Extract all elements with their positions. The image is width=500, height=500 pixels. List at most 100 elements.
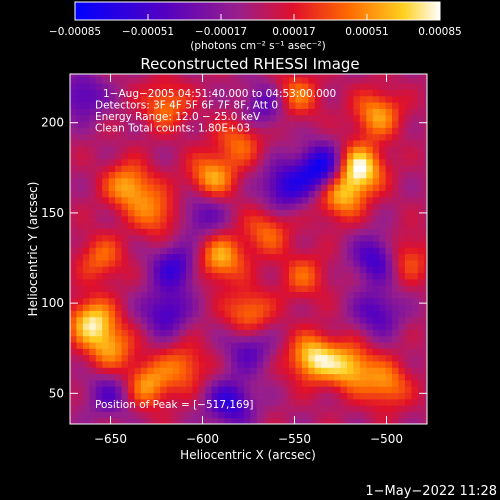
heatmap-cell — [256, 304, 264, 311]
heatmap-cell — [224, 234, 232, 242]
heatmap-cell — [327, 146, 335, 154]
heatmap-cell — [185, 209, 193, 217]
heatmap-cell — [308, 272, 316, 280]
heatmap-cell — [385, 89, 393, 97]
heatmap-cell — [321, 405, 329, 412]
heatmap-cell — [340, 259, 348, 267]
heatmap-cell — [192, 329, 200, 337]
heatmap-cell — [134, 278, 142, 286]
heatmap-cell — [295, 202, 303, 210]
heatmap-cell — [243, 74, 251, 78]
heatmap-cell — [379, 367, 387, 375]
heatmap-cell — [269, 272, 277, 280]
heatmap-cell — [243, 101, 251, 109]
heatmap-cell — [231, 89, 239, 97]
heatmap-cell — [411, 171, 419, 179]
heatmap-cell — [147, 392, 155, 400]
heatmap-cell — [404, 259, 412, 267]
heatmap-cell — [366, 101, 374, 109]
heatmap-cell — [424, 386, 427, 394]
heatmap-cell — [179, 367, 187, 375]
heatmap-cell — [334, 304, 342, 311]
heatmap-cell — [205, 221, 213, 229]
heatmap-cell — [140, 171, 148, 179]
heatmap-cell — [192, 398, 200, 406]
heatmap-cell — [127, 272, 136, 280]
heatmap-cell — [237, 209, 245, 217]
heatmap-cell — [398, 360, 406, 368]
heatmap-cell — [134, 348, 142, 356]
heatmap-cell — [276, 108, 284, 116]
heatmap-cell — [185, 202, 193, 210]
heatmap-cell — [115, 285, 123, 292]
heatmap-cell — [205, 101, 213, 109]
heatmap-cell — [89, 386, 97, 394]
heatmap-cell — [198, 120, 206, 128]
heatmap-cell — [385, 221, 393, 229]
heatmap-cell — [121, 386, 129, 394]
heatmap-cell — [295, 266, 303, 274]
heatmap-cell — [237, 278, 245, 286]
heatmap-cell — [115, 146, 123, 154]
heatmap-cell — [263, 335, 271, 343]
heatmap-cell — [269, 348, 277, 356]
heatmap-cell — [276, 74, 284, 78]
heatmap-cell — [353, 360, 361, 368]
heatmap-cell — [321, 278, 329, 286]
heatmap-cell — [256, 89, 264, 97]
heatmap-cell — [166, 329, 174, 337]
heatmap-cell — [301, 304, 309, 311]
heatmap-cell — [288, 247, 297, 255]
heatmap-cell — [82, 392, 90, 400]
heatmap-cell — [224, 158, 232, 166]
heatmap-cell — [424, 114, 427, 122]
heatmap-cell — [269, 202, 277, 210]
heatmap-cell — [256, 196, 264, 204]
heatmap-cell — [205, 297, 213, 305]
heatmap-cell — [134, 379, 142, 387]
heatmap-cell — [147, 266, 155, 274]
heatmap-cell — [398, 177, 406, 185]
heatmap-cell — [269, 285, 277, 292]
heatmap-cell — [153, 209, 161, 217]
heatmap-cell — [205, 196, 213, 204]
heatmap-cell — [179, 114, 187, 122]
heatmap-cell — [231, 297, 239, 305]
heatmap-cell — [140, 202, 148, 210]
heatmap-cell — [224, 405, 232, 412]
heatmap-cell — [237, 253, 245, 261]
heatmap-cell — [346, 266, 354, 274]
heatmap-cell — [276, 386, 284, 394]
heatmap-cell — [314, 335, 322, 343]
heatmap-cell — [76, 190, 84, 198]
heatmap-cell — [153, 348, 161, 356]
heatmap-cell — [346, 127, 354, 135]
heatmap-cell — [256, 348, 264, 356]
heatmap-cell — [192, 386, 200, 394]
heatmap-cell — [340, 158, 348, 166]
heatmap-cell — [231, 209, 239, 217]
heatmap-cell — [276, 190, 284, 198]
heatmap-cell — [314, 209, 322, 217]
heatmap-cell — [392, 316, 400, 324]
heatmap-cell — [308, 83, 316, 90]
heatmap-cell — [288, 158, 297, 166]
heatmap-cell — [417, 386, 425, 394]
heatmap-cell — [243, 386, 251, 394]
heatmap-cell — [185, 127, 193, 135]
heatmap-cell — [147, 411, 155, 419]
heatmap-cell — [185, 196, 193, 204]
heatmap-cell — [243, 215, 251, 223]
heatmap-cell — [192, 392, 200, 400]
heatmap-cell — [218, 259, 226, 267]
heatmap-cell — [89, 417, 97, 424]
heatmap-cell — [288, 127, 297, 135]
heatmap-cell — [95, 146, 103, 154]
heatmap-cell — [250, 158, 258, 166]
heatmap-cell — [89, 392, 97, 400]
heatmap-cell — [263, 405, 271, 412]
heatmap-cell — [243, 240, 251, 248]
heatmap-cell — [166, 234, 174, 242]
heatmap-cell — [353, 341, 361, 349]
heatmap-cell — [115, 341, 123, 349]
